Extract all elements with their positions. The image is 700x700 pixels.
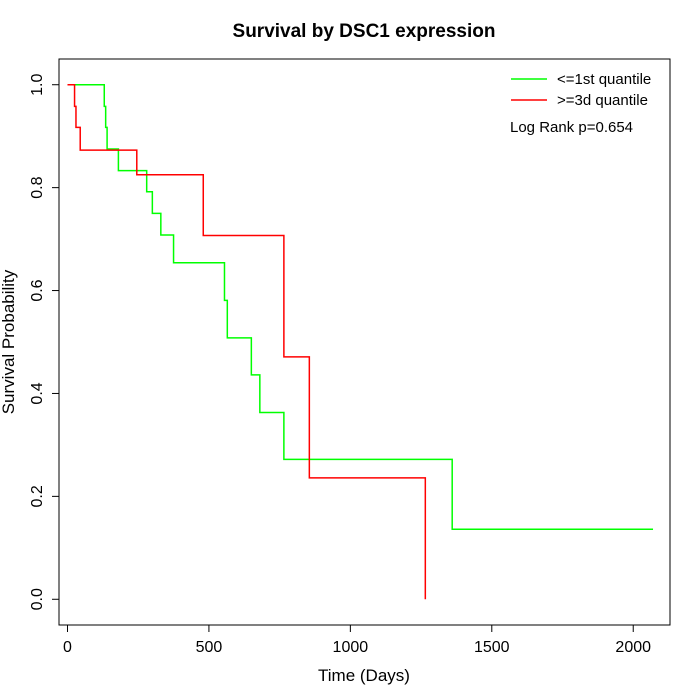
- legend-label-low: <=1st quantile: [557, 71, 651, 88]
- series-line-low: [67, 83, 654, 531]
- x-tick-label: 0: [63, 639, 72, 656]
- log-rank-annotation: Log Rank p=0.654: [510, 119, 633, 136]
- y-axis-label: Survival Probability: [0, 269, 18, 414]
- plot-frame: [58, 58, 671, 626]
- series-line-high: [67, 83, 427, 600]
- legend: <=1st quantile >=3d quantile Log Rank p=…: [510, 71, 651, 136]
- x-tick-label: 1000: [333, 639, 369, 656]
- y-tick-label: 0.4: [29, 382, 46, 404]
- y-axis: 0.0 0.2 0.4 0.6 0.8 1.0: [29, 74, 60, 610]
- y-tick-label: 0.8: [29, 176, 46, 198]
- chart-title: Survival by DSC1 expression: [233, 21, 496, 42]
- x-tick-label: 2000: [615, 639, 651, 656]
- y-tick-label: 1.0: [29, 74, 46, 96]
- x-tick-label: 1500: [474, 639, 510, 656]
- y-tick-label: 0.6: [29, 279, 46, 301]
- y-tick-label: 0.0: [29, 588, 46, 610]
- x-axis: 0 500 1000 1500 2000: [63, 624, 651, 656]
- y-tick-label: 0.2: [29, 485, 46, 507]
- series-layer: [67, 83, 654, 600]
- legend-label-high: >=3d quantile: [557, 92, 648, 109]
- x-axis-label: Time (Days): [318, 666, 410, 685]
- x-tick-label: 500: [196, 639, 223, 656]
